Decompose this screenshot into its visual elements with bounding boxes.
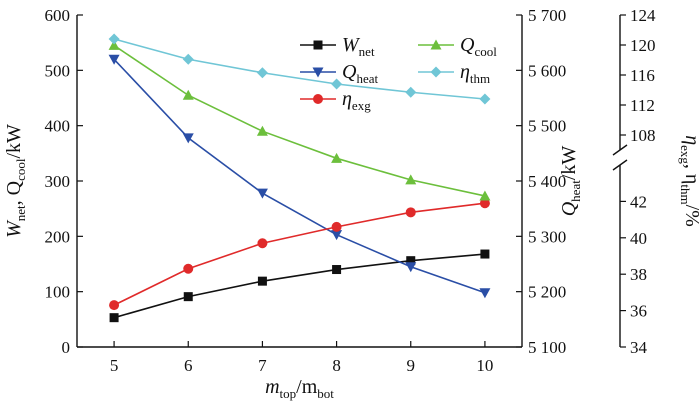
right-axis-title: Qheat/kW (558, 146, 583, 217)
series-Q-heat-point (405, 262, 417, 273)
legend-item-eta-exg: ηexg (300, 88, 371, 113)
series-Q-heat-point (182, 133, 194, 144)
series-Q-heat-line (113, 58, 486, 294)
x-tick-label: 5 (110, 356, 119, 375)
series-eta-exg-point (183, 263, 194, 274)
series-Q-cool-point (108, 39, 120, 50)
right2-tick-label: 116 (630, 66, 655, 85)
series-W-net-point (183, 292, 193, 302)
x-tick-label: 9 (407, 356, 416, 375)
right-tick-label: 5 600 (528, 61, 566, 80)
legend-item-Q-cool: Qcool (418, 34, 497, 59)
x-tick-label: 7 (258, 356, 267, 375)
series-Q-cool-point (182, 89, 194, 100)
series-eta-thm (108, 33, 491, 105)
axis-break-mark (612, 159, 628, 171)
series-eta-exg (109, 198, 490, 311)
left-tick-label: 400 (45, 117, 71, 136)
series-eta-thm-point (108, 33, 120, 45)
series-eta-thm-point (405, 86, 417, 98)
right2-tick-label: 120 (630, 36, 656, 55)
series-W-net (109, 249, 490, 323)
x-axis-title: mtop/mbot (265, 376, 334, 401)
series-Q-heat-point (479, 288, 491, 299)
legend-item-Q-heat-marker (312, 67, 324, 78)
x-tick-label: 6 (184, 356, 193, 375)
series-eta-thm-line (113, 38, 485, 100)
series-eta-thm-point (256, 67, 268, 79)
right2-tick-label: 42 (630, 192, 647, 211)
series-Q-cool-line (113, 44, 486, 197)
series-eta-thm-point (182, 53, 194, 65)
right-tick-label: 5 100 (528, 338, 566, 357)
series-Q-cool-point (331, 152, 343, 163)
right2-tick-label: 108 (630, 126, 656, 145)
legend-item-Q-heat-label: Qheat (342, 61, 378, 86)
right-tick-label: 5 200 (528, 283, 566, 302)
right2-tick-label: 112 (630, 96, 655, 115)
right2-tick-label: 40 (630, 229, 647, 248)
left-tick-label: 100 (45, 283, 71, 302)
right-tick-label: 5 300 (528, 227, 566, 246)
legend-item-W-net-marker (313, 40, 323, 50)
legend-item-eta-thm: ηthm (418, 61, 490, 86)
right2-axis-title: ηexg, ηthm/% (678, 135, 700, 227)
series-eta-exg-point (479, 198, 490, 209)
right-tick-label: 5 700 (528, 6, 566, 25)
series-eta-exg-point (331, 221, 342, 232)
series-eta-exg-point (405, 207, 416, 218)
series-Q-heat-point (331, 230, 343, 241)
axis-break-mark (612, 144, 628, 156)
left-tick-label: 200 (45, 227, 71, 246)
legend-item-eta-thm-label: ηthm (460, 61, 490, 86)
series-eta-exg-line (113, 202, 486, 306)
right2-tick-label: 34 (630, 338, 648, 357)
legend-item-eta-thm-marker (430, 66, 442, 78)
left-tick-label: 300 (45, 172, 71, 191)
series-Q-cool-point (479, 190, 491, 201)
series-eta-thm-point (479, 93, 491, 105)
series-Q-cool-point (256, 125, 268, 136)
left-axis-title: Wnet, Qcool/kW (3, 124, 28, 238)
x-tick-label: 8 (332, 356, 341, 375)
legend-item-Q-cool-marker (430, 39, 442, 50)
series-W-net-point (109, 313, 119, 323)
series-layer (108, 33, 491, 323)
right-tick-label: 5 500 (528, 117, 566, 136)
series-W-net-line (113, 253, 485, 319)
series-Q-heat (108, 54, 491, 299)
legend-item-eta-exg-marker (313, 94, 323, 104)
right2-tick-label: 124 (630, 6, 656, 25)
right2-tick-label: 38 (630, 265, 647, 284)
left-tick-label: 500 (45, 61, 71, 80)
legend-item-eta-exg-label: ηexg (342, 88, 371, 113)
series-Q-heat-point (108, 54, 120, 65)
series-Q-cool (108, 39, 491, 201)
series-eta-exg-point (109, 300, 120, 311)
series-eta-thm-point (331, 78, 343, 90)
left-tick-label: 0 (62, 338, 71, 357)
series-W-net-point (257, 276, 267, 286)
series-W-net-point (332, 265, 342, 275)
series-Q-heat-point (256, 188, 268, 199)
x-tick-label: 10 (476, 356, 493, 375)
right-tick-label: 5 400 (528, 172, 566, 191)
series-eta-exg-point (257, 238, 268, 249)
left-tick-label: 600 (45, 6, 71, 25)
series-W-net-point (480, 249, 490, 259)
legend-item-Q-heat: Qheat (300, 61, 378, 86)
legend-item-Q-cool-label: Qcool (460, 34, 497, 59)
right2-tick-label: 36 (630, 302, 647, 321)
legend-item-W-net: Wnet (300, 34, 375, 59)
series-W-net-point (406, 256, 416, 266)
legend-item-W-net-label: Wnet (342, 34, 375, 59)
series-Q-cool-point (405, 174, 417, 185)
